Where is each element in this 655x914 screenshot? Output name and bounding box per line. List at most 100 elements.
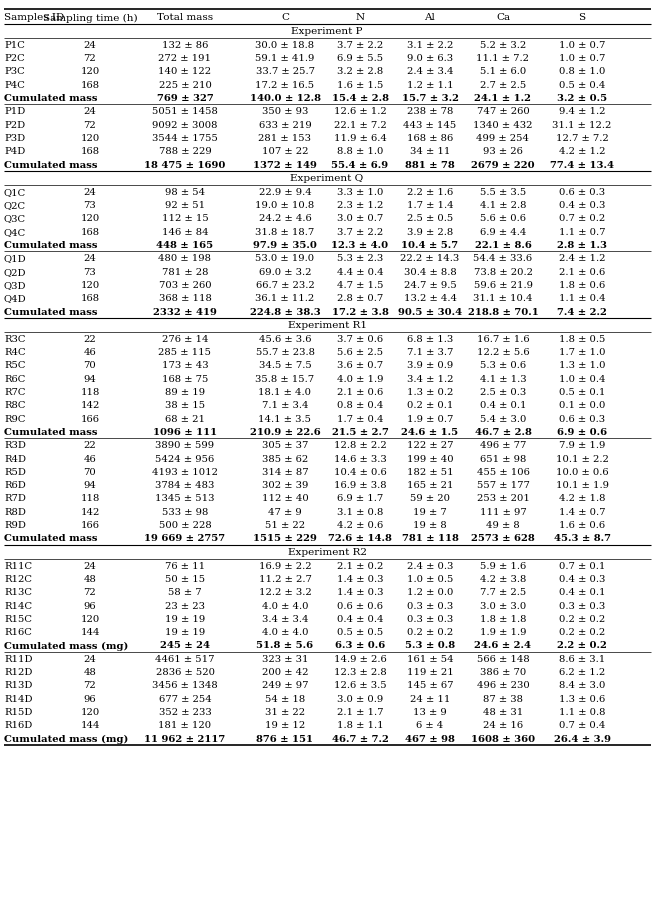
Text: 77.4 ± 13.4: 77.4 ± 13.4	[550, 161, 614, 170]
Text: 5.6 ± 0.6: 5.6 ± 0.6	[480, 215, 526, 224]
Text: 1.4 ± 0.7: 1.4 ± 0.7	[559, 508, 605, 516]
Text: 6.9 ± 1.7: 6.9 ± 1.7	[337, 494, 383, 504]
Text: 120: 120	[81, 68, 100, 77]
Text: 68 ± 21: 68 ± 21	[165, 415, 205, 424]
Text: Cumulated mass (mg): Cumulated mass (mg)	[4, 735, 128, 744]
Text: R4C: R4C	[4, 348, 26, 357]
Text: 0.3 ± 0.3: 0.3 ± 0.3	[407, 615, 453, 624]
Text: 281 ± 153: 281 ± 153	[259, 134, 312, 143]
Text: 1.0 ± 0.7: 1.0 ± 0.7	[559, 54, 605, 63]
Text: 6.3 ± 0.6: 6.3 ± 0.6	[335, 642, 385, 651]
Text: 1.6 ± 1.5: 1.6 ± 1.5	[337, 80, 383, 90]
Text: 15.7 ± 3.2: 15.7 ± 3.2	[402, 94, 458, 103]
Text: 5.1 ± 6.0: 5.1 ± 6.0	[480, 68, 526, 77]
Text: 3890 ± 599: 3890 ± 599	[155, 441, 215, 451]
Text: 120: 120	[81, 215, 100, 224]
Text: 161 ± 54: 161 ± 54	[407, 654, 453, 664]
Text: 3.0 ± 0.9: 3.0 ± 0.9	[337, 695, 383, 704]
Text: R3D: R3D	[4, 441, 26, 451]
Text: 8.4 ± 3.0: 8.4 ± 3.0	[559, 682, 605, 690]
Text: 238 ± 78: 238 ± 78	[407, 108, 453, 116]
Text: 2.8 ± 0.7: 2.8 ± 0.7	[337, 294, 383, 303]
Text: P3D: P3D	[4, 134, 25, 143]
Text: 112 ± 40: 112 ± 40	[261, 494, 309, 504]
Text: 788 ± 229: 788 ± 229	[159, 147, 212, 156]
Text: 480 ± 198: 480 ± 198	[159, 254, 212, 263]
Text: 6.9 ± 4.4: 6.9 ± 4.4	[480, 228, 526, 237]
Text: P4C: P4C	[4, 80, 25, 90]
Text: 0.8 ± 1.0: 0.8 ± 1.0	[559, 68, 605, 77]
Text: R14D: R14D	[4, 695, 33, 704]
Text: 14.6 ± 3.3: 14.6 ± 3.3	[333, 454, 386, 463]
Text: 1.7 ± 1.0: 1.7 ± 1.0	[559, 348, 605, 357]
Text: 3.1 ± 2.2: 3.1 ± 2.2	[407, 41, 453, 50]
Text: 12.2 ± 5.6: 12.2 ± 5.6	[477, 348, 529, 357]
Text: 1.3 ± 0.6: 1.3 ± 0.6	[559, 695, 605, 704]
Text: 22.9 ± 9.4: 22.9 ± 9.4	[259, 188, 311, 197]
Text: 72: 72	[84, 682, 96, 690]
Text: 98 ± 54: 98 ± 54	[165, 188, 205, 197]
Text: 1.1 ± 0.8: 1.1 ± 0.8	[559, 708, 605, 717]
Text: 285 ± 115: 285 ± 115	[159, 348, 212, 357]
Text: N: N	[356, 14, 365, 23]
Text: 19 ± 8: 19 ± 8	[413, 521, 447, 530]
Text: 272 ± 191: 272 ± 191	[159, 54, 212, 63]
Text: 182 ± 51: 182 ± 51	[407, 468, 453, 477]
Text: P3C: P3C	[4, 68, 25, 77]
Text: 557 ± 177: 557 ± 177	[477, 481, 529, 490]
Text: 1.9 ± 0.7: 1.9 ± 0.7	[407, 415, 453, 424]
Text: R14C: R14C	[4, 601, 32, 611]
Text: 4193 ± 1012: 4193 ± 1012	[152, 468, 218, 477]
Text: Total mass: Total mass	[157, 14, 213, 23]
Text: 120: 120	[81, 134, 100, 143]
Text: 165 ± 21: 165 ± 21	[407, 481, 453, 490]
Text: P1C: P1C	[4, 41, 25, 50]
Text: 876 ± 151: 876 ± 151	[257, 735, 314, 744]
Text: 24: 24	[84, 41, 96, 50]
Text: 249 ± 97: 249 ± 97	[262, 682, 309, 690]
Text: 1.8 ± 1.8: 1.8 ± 1.8	[479, 615, 526, 624]
Text: 66.7 ± 23.2: 66.7 ± 23.2	[255, 281, 314, 290]
Text: 51 ± 22: 51 ± 22	[265, 521, 305, 530]
Text: 633 ± 219: 633 ± 219	[259, 121, 311, 130]
Text: 10.4 ± 5.7: 10.4 ± 5.7	[402, 241, 458, 250]
Text: 8.8 ± 1.0: 8.8 ± 1.0	[337, 147, 383, 156]
Text: 12.3 ± 2.8: 12.3 ± 2.8	[333, 668, 386, 677]
Text: 0.1 ± 0.0: 0.1 ± 0.0	[559, 401, 605, 410]
Text: 70: 70	[84, 362, 96, 370]
Text: 10.1 ± 1.9: 10.1 ± 1.9	[555, 481, 608, 490]
Text: 24: 24	[84, 562, 96, 570]
Text: 1.9 ± 1.9: 1.9 ± 1.9	[479, 628, 526, 637]
Text: 352 ± 233: 352 ± 233	[159, 708, 212, 717]
Text: 448 ± 165: 448 ± 165	[157, 241, 214, 250]
Text: 5.5 ± 3.5: 5.5 ± 3.5	[480, 188, 526, 197]
Text: 3.7 ± 2.2: 3.7 ± 2.2	[337, 228, 383, 237]
Text: 107 ± 22: 107 ± 22	[262, 147, 309, 156]
Text: R7C: R7C	[4, 388, 26, 397]
Text: 17.2 ± 3.8: 17.2 ± 3.8	[331, 308, 388, 316]
Text: 19 ± 7: 19 ± 7	[413, 508, 447, 516]
Text: 12.8 ± 2.2: 12.8 ± 2.2	[333, 441, 386, 451]
Text: 0.6 ± 0.3: 0.6 ± 0.3	[559, 415, 605, 424]
Text: 314 ± 87: 314 ± 87	[262, 468, 309, 477]
Text: Cumulated mass: Cumulated mass	[4, 241, 98, 250]
Text: Q1D: Q1D	[4, 254, 27, 263]
Text: 0.3 ± 0.3: 0.3 ± 0.3	[407, 601, 453, 611]
Text: 112 ± 15: 112 ± 15	[162, 215, 208, 224]
Text: P2D: P2D	[4, 121, 25, 130]
Text: 4.0 ± 1.9: 4.0 ± 1.9	[337, 375, 383, 384]
Text: 45.6 ± 3.6: 45.6 ± 3.6	[259, 335, 311, 344]
Text: C: C	[281, 14, 289, 23]
Text: 55.7 ± 23.8: 55.7 ± 23.8	[255, 348, 314, 357]
Text: 3.2 ± 0.5: 3.2 ± 0.5	[557, 94, 607, 103]
Text: 19 ± 19: 19 ± 19	[165, 628, 205, 637]
Text: 10.4 ± 0.6: 10.4 ± 0.6	[333, 468, 386, 477]
Text: 2.5 ± 0.5: 2.5 ± 0.5	[407, 215, 453, 224]
Text: 4.2 ± 0.6: 4.2 ± 0.6	[337, 521, 383, 530]
Text: 651 ± 98: 651 ± 98	[480, 454, 526, 463]
Text: 2332 ± 419: 2332 ± 419	[153, 308, 217, 316]
Text: 0.6 ± 0.3: 0.6 ± 0.3	[559, 188, 605, 197]
Text: S: S	[578, 14, 586, 23]
Text: 2679 ± 220: 2679 ± 220	[471, 161, 535, 170]
Text: 3.7 ± 0.6: 3.7 ± 0.6	[337, 335, 383, 344]
